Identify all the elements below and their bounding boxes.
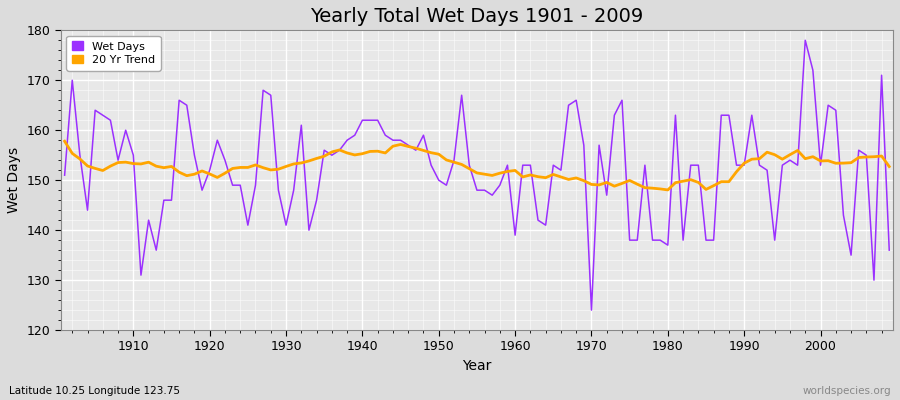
Y-axis label: Wet Days: Wet Days [7, 147, 21, 213]
Title: Yearly Total Wet Days 1901 - 2009: Yearly Total Wet Days 1901 - 2009 [310, 7, 644, 26]
Legend: Wet Days, 20 Yr Trend: Wet Days, 20 Yr Trend [67, 36, 160, 70]
X-axis label: Year: Year [463, 359, 491, 373]
Text: Latitude 10.25 Longitude 123.75: Latitude 10.25 Longitude 123.75 [9, 386, 180, 396]
Text: worldspecies.org: worldspecies.org [803, 386, 891, 396]
